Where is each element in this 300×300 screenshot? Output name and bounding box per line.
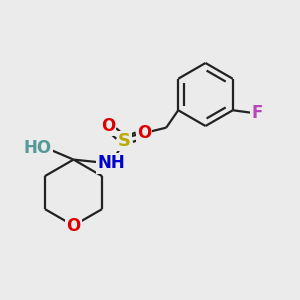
- Text: O: O: [137, 124, 151, 142]
- Text: HO: HO: [23, 139, 52, 157]
- Text: O: O: [66, 217, 81, 235]
- Text: O: O: [101, 117, 115, 135]
- Text: S: S: [118, 132, 131, 150]
- Text: NH: NH: [97, 154, 125, 172]
- Text: F: F: [252, 103, 263, 122]
